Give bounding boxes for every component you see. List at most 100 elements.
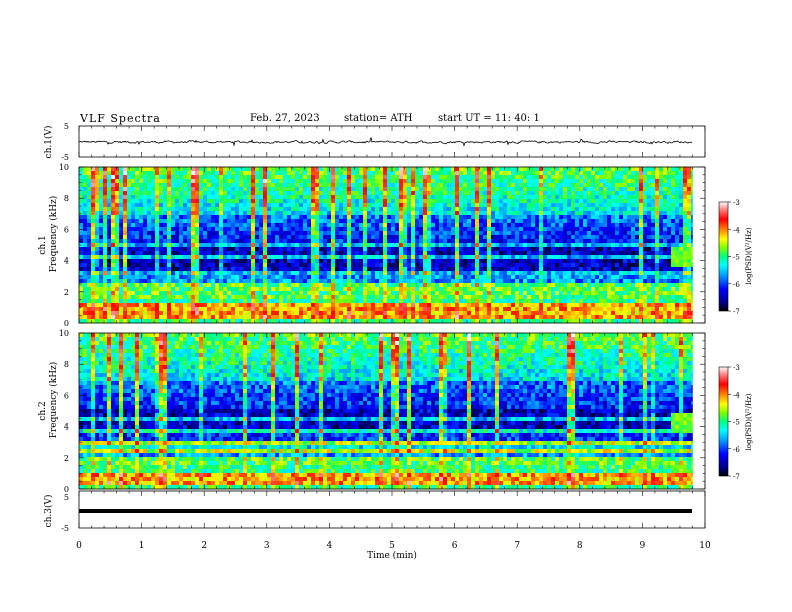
spectrogram-cell bbox=[107, 287, 112, 292]
spectrogram-cell bbox=[175, 251, 180, 256]
spectrogram-cell bbox=[167, 183, 172, 188]
spectrogram-cell bbox=[387, 171, 392, 176]
spectrogram-cell bbox=[479, 223, 484, 228]
spectrogram-cell bbox=[179, 175, 184, 180]
spectrogram-cell bbox=[111, 291, 116, 296]
spectrogram-cell bbox=[395, 263, 400, 268]
spectrogram-cell bbox=[179, 191, 184, 196]
spectrogram-cell bbox=[379, 287, 384, 292]
spectrogram-cell bbox=[483, 211, 488, 216]
spectrogram-cell bbox=[523, 195, 528, 200]
spectrogram-cell bbox=[611, 275, 616, 280]
spectrogram-cell bbox=[567, 183, 572, 188]
spectrogram-cell bbox=[79, 215, 84, 220]
spectrogram-cell bbox=[579, 259, 584, 264]
spectrogram-cell bbox=[615, 243, 620, 248]
spectrogram-cell bbox=[383, 287, 388, 292]
spectrogram-cell bbox=[259, 227, 264, 232]
spectrogram-cell bbox=[619, 231, 624, 236]
spectrogram-cell bbox=[491, 199, 496, 204]
spectrogram-cell bbox=[275, 211, 280, 216]
spectrogram-cell bbox=[323, 215, 328, 220]
spectrogram-cell bbox=[271, 239, 276, 244]
spectrogram-cell bbox=[255, 283, 260, 288]
spectrogram-cell bbox=[351, 219, 356, 224]
spectrogram-cell bbox=[211, 171, 216, 176]
spectrogram-cell bbox=[267, 219, 272, 224]
spectrogram-cell bbox=[587, 187, 592, 192]
spectrogram-cell bbox=[115, 263, 120, 268]
spectrogram-cell bbox=[287, 215, 292, 220]
spectrogram-cell bbox=[295, 191, 300, 196]
spectrogram-cell bbox=[599, 227, 604, 232]
spectrogram-cell bbox=[259, 203, 264, 208]
spectrogram-cell bbox=[119, 167, 124, 172]
spectrogram-cell bbox=[335, 171, 340, 176]
spectrogram-cell bbox=[183, 271, 188, 276]
spectrogram-cell bbox=[283, 283, 288, 288]
spectrogram-cell bbox=[163, 187, 168, 192]
spectrogram-cell bbox=[579, 287, 584, 292]
spectrogram-cell bbox=[335, 203, 340, 208]
spectrogram-cell bbox=[599, 191, 604, 196]
spectrogram-cell bbox=[683, 239, 688, 244]
spectrogram-cell bbox=[435, 171, 440, 176]
spectrogram-cell bbox=[355, 199, 360, 204]
spectrogram-cell bbox=[275, 271, 280, 276]
spectrogram-cell bbox=[319, 251, 324, 256]
spectrogram-cell bbox=[559, 279, 564, 284]
spectrogram-cell bbox=[151, 251, 156, 256]
spectrogram-cell bbox=[631, 211, 636, 216]
spectrogram-cell bbox=[171, 195, 176, 200]
spectrogram-cell bbox=[663, 203, 668, 208]
spectrogram-cell bbox=[663, 175, 668, 180]
spectrogram-cell bbox=[419, 187, 424, 192]
spectrogram-cell bbox=[167, 191, 172, 196]
spectrogram-cell bbox=[91, 203, 96, 208]
spectrogram-cell bbox=[607, 243, 612, 248]
spectrogram-cell bbox=[519, 247, 524, 252]
spectrogram-cell bbox=[207, 267, 212, 272]
spectrogram-cell bbox=[471, 171, 476, 176]
spectrogram-cell bbox=[435, 259, 440, 264]
spectrogram-cell bbox=[303, 187, 308, 192]
spectrogram-cell bbox=[247, 287, 252, 292]
spectrogram-cell bbox=[547, 171, 552, 176]
spectrogram-cell bbox=[483, 239, 488, 244]
spectrogram-cell bbox=[459, 283, 464, 288]
spectrogram-cell bbox=[291, 279, 296, 284]
spectrogram-cell bbox=[231, 167, 236, 172]
spectrogram-cell bbox=[315, 195, 320, 200]
spectrogram-cell bbox=[143, 291, 148, 296]
spectrogram-cell bbox=[355, 183, 360, 188]
spectrogram-cell bbox=[535, 211, 540, 216]
spectrogram-cell bbox=[227, 243, 232, 248]
spectrogram-cell bbox=[87, 235, 92, 240]
spectrogram-cell bbox=[95, 287, 100, 292]
spectrogram-cell bbox=[451, 275, 456, 280]
spectrogram-cell bbox=[539, 219, 544, 224]
spectrogram-cell bbox=[311, 243, 316, 248]
spectrogram-cell bbox=[571, 255, 576, 260]
spectrogram-cell bbox=[435, 187, 440, 192]
spectrogram-cell bbox=[463, 203, 468, 208]
spectrogram-cell bbox=[495, 183, 500, 188]
spectrogram-cell bbox=[87, 211, 92, 216]
spectrogram-cell bbox=[123, 231, 128, 236]
spectrogram-cell bbox=[487, 247, 492, 252]
spectrogram-cell bbox=[95, 211, 100, 216]
spectrogram-cell bbox=[691, 255, 693, 260]
spectrogram-cell bbox=[663, 235, 668, 240]
spectrogram-cell bbox=[671, 243, 676, 248]
spectrogram-cell bbox=[467, 203, 472, 208]
spectrogram-cell bbox=[351, 291, 356, 296]
spectrogram-cell bbox=[551, 267, 556, 272]
spectrogram-cell bbox=[367, 199, 372, 204]
spectrogram-cell bbox=[371, 199, 376, 204]
spectrogram-cell bbox=[431, 283, 436, 288]
spectrogram-cell bbox=[111, 207, 116, 212]
spectrogram-cell bbox=[591, 207, 596, 212]
spectrogram-cell bbox=[639, 219, 644, 224]
spectrogram-cell bbox=[303, 219, 308, 224]
spectrogram-cell bbox=[259, 199, 264, 204]
